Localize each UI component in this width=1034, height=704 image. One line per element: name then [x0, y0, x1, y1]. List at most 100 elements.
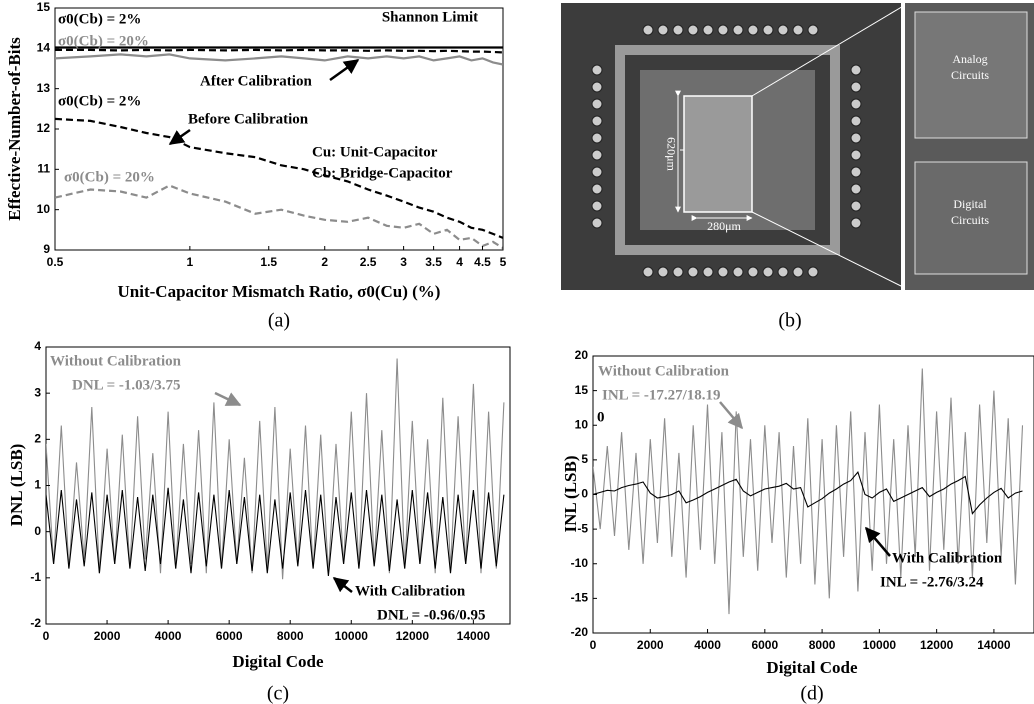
annotation: Without Calibration	[50, 353, 182, 369]
plot-frame	[592, 355, 1034, 634]
chip-photo: 620μm 280μm Analog Circuits Digital Circ…	[561, 3, 1034, 332]
pad	[717, 24, 729, 36]
annotation: DNL = -0.96/0.95	[377, 607, 486, 623]
x-tick-label: 4000	[694, 638, 721, 652]
x-axis-label: Unit-Capacitor Mismatch Ratio, σ0(Cu) (%…	[118, 282, 441, 301]
y-tick-label: 10	[37, 202, 51, 216]
pad	[732, 24, 744, 36]
x-tick-label: 3.5	[425, 255, 442, 269]
x-tick-label: 0	[590, 638, 597, 652]
x-tick-label: 12000	[396, 629, 430, 643]
y-axis-label: INL (LSB)	[561, 456, 580, 533]
arrow	[214, 391, 242, 407]
y-tick-label: -15	[571, 591, 589, 605]
pad	[591, 64, 603, 76]
x-tick-label: 2	[321, 255, 328, 269]
pad	[591, 98, 603, 110]
annotation: Cu: Unit-Capacitor	[312, 144, 438, 160]
pad	[850, 98, 862, 110]
y-tick-label: 1	[34, 478, 41, 492]
y-axis-label: Effective-Number-of-Bits	[5, 37, 24, 221]
annotation: With Calibration	[892, 550, 1003, 566]
y-tick-label: 12	[37, 121, 51, 135]
y-tick-label: -20	[571, 625, 589, 639]
data-line	[593, 470, 1023, 515]
pad	[591, 183, 603, 195]
arrow	[719, 401, 743, 430]
y-tick-label: 13	[37, 81, 51, 95]
data-line	[46, 487, 505, 577]
x-tick-label: 8000	[809, 638, 836, 652]
pad	[717, 266, 729, 278]
data-line	[55, 184, 503, 249]
data-line	[46, 358, 505, 580]
x-tick-label: 4	[456, 255, 463, 269]
digital-label: Circuits	[951, 213, 989, 227]
x-tick-label: 3	[400, 255, 407, 269]
arrow	[168, 128, 191, 146]
analog-label: Circuits	[951, 68, 989, 82]
panel-label: (a)	[268, 310, 290, 332]
y-tick-label: -10	[571, 556, 589, 570]
pad	[657, 266, 669, 278]
pad	[657, 24, 669, 36]
x-axis-label: Digital Code	[766, 658, 858, 677]
annotation: INL = -17.27/18.19	[602, 387, 721, 403]
x-tick-label: 10000	[863, 638, 897, 652]
pad	[850, 132, 862, 144]
pad	[792, 266, 804, 278]
pad	[850, 115, 862, 127]
pad	[777, 266, 789, 278]
y-tick-label: 15	[575, 383, 589, 397]
y-tick-label: 20	[575, 348, 589, 362]
y-tick-label: 9	[43, 242, 50, 256]
y-tick-label: 5	[581, 452, 588, 466]
annotation: σ0(Cb) = 2%	[58, 93, 141, 109]
annotation: σ0(Cb) = 20%	[58, 33, 149, 49]
x-tick-label: 14000	[457, 629, 491, 643]
panel-label: (d)	[800, 683, 823, 704]
pad	[702, 266, 714, 278]
width-label: 280μm	[707, 219, 741, 233]
height-label: 620μm	[664, 137, 678, 171]
pad	[850, 81, 862, 93]
y-tick-label: 0	[34, 524, 41, 538]
annotation: σ0(Cb) = 2%	[58, 11, 141, 27]
pad	[591, 149, 603, 161]
x-tick-label: 6000	[216, 629, 243, 643]
annotation: INL = -2.76/3.24	[880, 574, 984, 590]
x-tick-label: 2.5	[360, 255, 377, 269]
x-axis-label: Digital Code	[232, 652, 324, 671]
data-line	[55, 53, 503, 66]
x-tick-label: 1.5	[260, 255, 277, 269]
pad	[642, 266, 654, 278]
annotation: 0	[597, 409, 605, 425]
pad	[732, 266, 744, 278]
panel-label: (b)	[778, 310, 801, 332]
arrow	[329, 58, 360, 82]
annotation: After Calibration	[200, 73, 312, 89]
x-tick-label: 12000	[920, 638, 954, 652]
pad	[591, 115, 603, 127]
data-line	[593, 368, 1024, 615]
annotation: DNL = -1.03/3.75	[72, 377, 181, 393]
x-tick-label: 0	[43, 629, 50, 643]
pad	[850, 200, 862, 212]
pad	[591, 200, 603, 212]
panel-label: (c)	[267, 683, 289, 704]
pad	[850, 64, 862, 76]
pad	[807, 266, 819, 278]
x-tick-label: 8000	[277, 629, 304, 643]
data-line	[55, 117, 503, 239]
pad	[777, 24, 789, 36]
y-tick-label: -1	[30, 570, 41, 584]
pad	[672, 24, 684, 36]
pad	[747, 266, 759, 278]
pad	[762, 24, 774, 36]
y-tick-label: 10	[575, 417, 589, 431]
pad	[672, 266, 684, 278]
arrow	[865, 526, 891, 557]
x-tick-label: 6000	[751, 638, 778, 652]
annotation: Before Calibration	[188, 111, 309, 127]
